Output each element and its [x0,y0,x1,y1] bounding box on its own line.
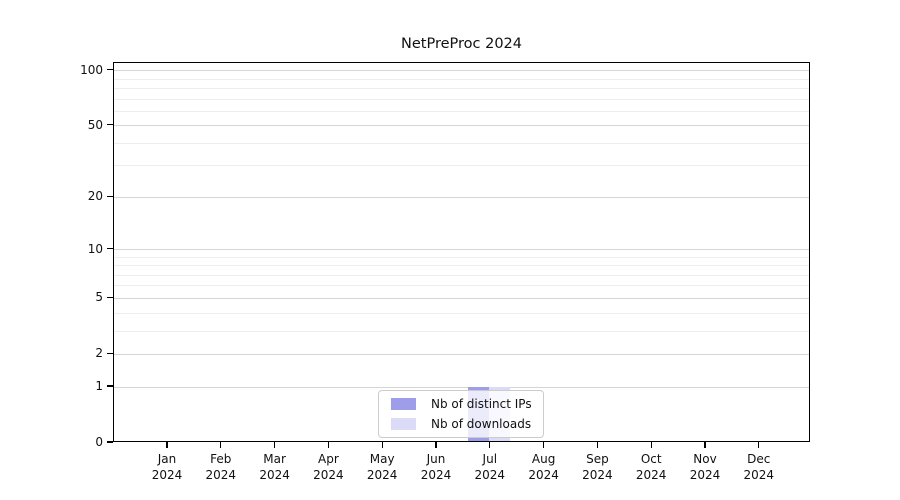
x-tick-label: Feb 2024 [205,452,237,482]
major-gridline [114,297,809,299]
minor-gridline [114,285,809,287]
y-tick-label: 2 [95,346,103,361]
legend-swatch-distinct-ips [391,398,416,410]
minor-gridline [114,78,809,80]
minor-gridline [114,330,809,332]
major-gridline [114,196,809,198]
legend-label-distinct-ips: Nb of distinct IPs [431,397,532,411]
x-tick-label: Jan 2024 [151,452,183,482]
y-tick-label: 20 [87,189,103,204]
legend-label-downloads: Nb of downloads [431,417,532,431]
minor-gridline [114,256,809,258]
x-tick-mark [327,442,329,448]
y-tick-mark [107,247,113,250]
y-tick-mark [107,441,113,443]
y-tick-label: 0 [95,435,103,449]
x-tick-mark [704,442,706,448]
minor-gridline [114,142,809,144]
x-tick-label: Jun 2024 [420,452,452,482]
legend-item-downloads: Nb of downloads [379,416,543,433]
minor-gridline [114,98,809,100]
major-gridline [114,70,809,72]
plot-area [113,62,810,442]
minor-gridline [114,87,809,89]
x-tick-mark [166,442,168,448]
y-tick-mark [107,385,113,387]
minor-gridline [114,110,809,112]
x-tick-label: Sep 2024 [582,452,613,482]
legend-item-distinct-ips: Nb of distinct IPs [379,396,543,413]
chart-title: NetPreProc 2024 [401,36,522,52]
y-tick-mark [107,296,113,298]
x-tick-mark [274,442,276,448]
x-tick-mark [543,442,545,448]
y-tick-mark [107,124,113,126]
x-tick-mark [596,442,598,448]
x-tick-mark [435,442,437,448]
y-tick-mark [107,195,113,197]
x-tick-mark [381,442,383,448]
major-gridline [114,125,809,127]
y-tick-label: 10 [87,241,103,256]
major-gridline [114,249,809,251]
minor-gridline [114,165,809,167]
y-tick-label: 50 [87,117,103,132]
x-tick-label: Nov 2024 [689,452,721,482]
x-tick-label: Oct 2024 [635,452,667,482]
y-tick-label: 5 [95,290,103,305]
x-tick-label: Dec 2024 [743,452,775,482]
x-tick-label: Aug 2024 [528,452,559,482]
major-gridline [114,353,809,355]
x-tick-mark [220,442,222,448]
y-tick-mark [107,352,113,354]
major-gridline [114,386,809,388]
y-tick-label: 100 [80,62,103,77]
x-tick-label: May 2024 [366,452,398,482]
x-tick-mark [650,442,652,448]
x-tick-mark [489,442,491,448]
x-tick-label: Apr 2024 [313,452,344,482]
legend: Nb of distinct IPs Nb of downloads [378,390,544,438]
x-tick-label: Jul 2024 [474,452,506,482]
x-tick-label: Mar 2024 [259,452,290,482]
y-tick-label: 1 [95,379,103,394]
y-tick-mark [107,69,113,71]
x-tick-mark [758,442,760,448]
minor-gridline [114,265,809,267]
minor-gridline [114,312,809,314]
legend-swatch-downloads [391,418,416,430]
minor-gridline [114,274,809,276]
